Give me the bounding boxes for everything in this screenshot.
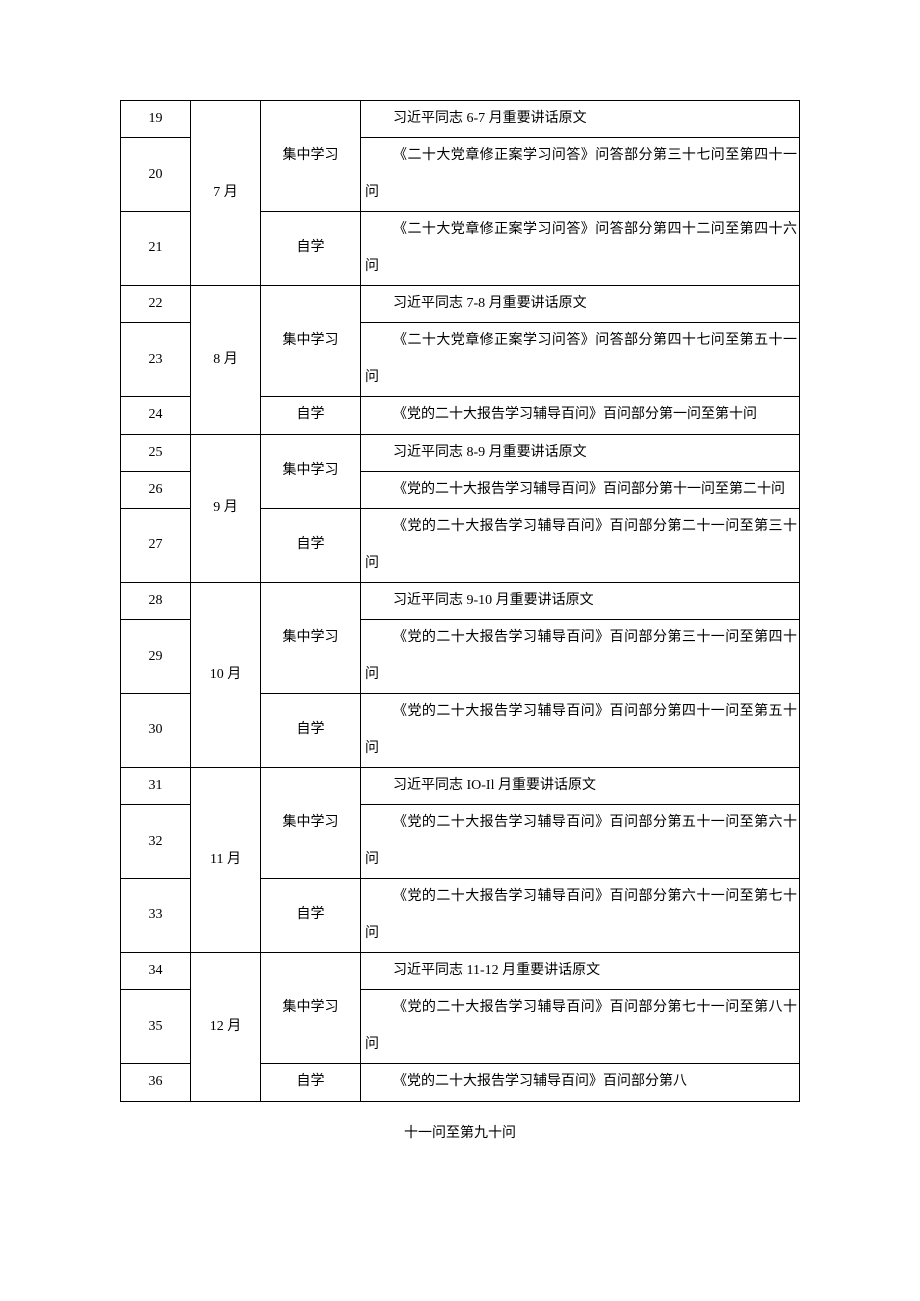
mode-cell: 集中学习: [261, 952, 361, 1063]
content-cell: 《党的二十大报告学习辅导百问》百问部分第五十一问至第六十问: [361, 805, 800, 879]
row-number: 30: [121, 694, 191, 768]
content-cell: 《党的二十大报告学习辅导百问》百问部分第十一问至第二十问: [361, 471, 800, 508]
month-cell: 8 月: [191, 285, 261, 434]
row-number: 27: [121, 509, 191, 583]
table-row: 259 月集中学习习近平同志 8-9 月重要讲话原文: [121, 434, 800, 471]
month-cell: 11 月: [191, 768, 261, 953]
mode-cell: 自学: [261, 879, 361, 953]
row-number: 26: [121, 471, 191, 508]
table-row: 197 月集中学习习近平同志 6-7 月重要讲话原文: [121, 101, 800, 138]
study-plan-table: 197 月集中学习习近平同志 6-7 月重要讲话原文20《二十大党章修正案学习问…: [120, 100, 800, 1102]
row-number: 21: [121, 212, 191, 286]
content-cell: 《党的二十大报告学习辅导百问》百问部分第四十一问至第五十问: [361, 694, 800, 768]
mode-cell: 集中学习: [261, 434, 361, 509]
content-cell: 《二十大党章修正案学习问答》问答部分第四十二问至第四十六问: [361, 212, 800, 286]
table-row: 2810 月集中学习习近平同志 9-10 月重要讲话原文: [121, 583, 800, 620]
document-page: 197 月集中学习习近平同志 6-7 月重要讲话原文20《二十大党章修正案学习问…: [0, 0, 920, 1208]
content-cell: 习近平同志 9-10 月重要讲话原文: [361, 583, 800, 620]
row-number: 20: [121, 138, 191, 212]
table-row: 3111 月集中学习习近平同志 IO-Il 月重要讲话原文: [121, 768, 800, 805]
row-number: 24: [121, 397, 191, 434]
month-cell: 9 月: [191, 434, 261, 583]
row-number: 35: [121, 990, 191, 1064]
mode-cell: 自学: [261, 694, 361, 768]
table-row: 228 月集中学习习近平同志 7-8 月重要讲话原文: [121, 285, 800, 322]
row-number: 28: [121, 583, 191, 620]
table-row: 3412 月集中学习习近平同志 11-12 月重要讲话原文: [121, 952, 800, 989]
content-cell: 《党的二十大报告学习辅导百问》百问部分第三十一问至第四十问: [361, 620, 800, 694]
table-body: 197 月集中学习习近平同志 6-7 月重要讲话原文20《二十大党章修正案学习问…: [121, 101, 800, 1102]
content-cell: 习近平同志 7-8 月重要讲话原文: [361, 285, 800, 322]
footer-text: 十一问至第九十问: [120, 1120, 800, 1148]
content-cell: 《党的二十大报告学习辅导百问》百问部分第一问至第十问: [361, 397, 800, 434]
content-cell: 习近平同志 8-9 月重要讲话原文: [361, 434, 800, 471]
row-number: 19: [121, 101, 191, 138]
mode-cell: 集中学习: [261, 285, 361, 396]
content-cell: 《二十大党章修正案学习问答》问答部分第四十七问至第五十一问: [361, 323, 800, 397]
month-cell: 7 月: [191, 101, 261, 286]
mode-cell: 自学: [261, 397, 361, 434]
content-cell: 习近平同志 IO-Il 月重要讲话原文: [361, 768, 800, 805]
content-cell: 习近平同志 11-12 月重要讲话原文: [361, 952, 800, 989]
mode-cell: 集中学习: [261, 583, 361, 694]
row-number: 34: [121, 952, 191, 989]
mode-cell: 自学: [261, 509, 361, 583]
month-cell: 10 月: [191, 583, 261, 768]
content-cell: 《党的二十大报告学习辅导百问》百问部分第六十一问至第七十问: [361, 879, 800, 953]
row-number: 25: [121, 434, 191, 471]
mode-cell: 集中学习: [261, 768, 361, 879]
content-cell: 《党的二十大报告学习辅导百问》百问部分第二十一问至第三十问: [361, 509, 800, 583]
mode-cell: 集中学习: [261, 101, 361, 212]
row-number: 31: [121, 768, 191, 805]
row-number: 33: [121, 879, 191, 953]
content-cell: 《党的二十大报告学习辅导百问》百问部分第七十一问至第八十问: [361, 990, 800, 1064]
content-cell: 《二十大党章修正案学习问答》问答部分第三十七问至第四十一问: [361, 138, 800, 212]
content-cell: 习近平同志 6-7 月重要讲话原文: [361, 101, 800, 138]
mode-cell: 自学: [261, 212, 361, 286]
month-cell: 12 月: [191, 952, 261, 1101]
row-number: 22: [121, 285, 191, 322]
mode-cell: 自学: [261, 1064, 361, 1101]
row-number: 29: [121, 620, 191, 694]
row-number: 23: [121, 323, 191, 397]
row-number: 36: [121, 1064, 191, 1101]
content-cell: 《党的二十大报告学习辅导百问》百问部分第八: [361, 1064, 800, 1101]
row-number: 32: [121, 805, 191, 879]
